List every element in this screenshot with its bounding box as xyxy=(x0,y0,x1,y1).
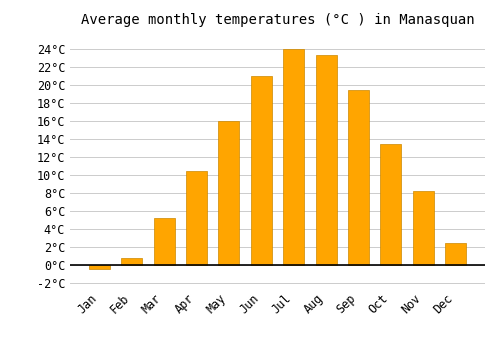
Bar xyxy=(445,243,466,265)
Bar xyxy=(380,144,402,265)
Bar xyxy=(412,191,434,265)
Bar xyxy=(121,258,142,265)
Bar xyxy=(348,90,369,265)
Bar xyxy=(316,55,336,265)
Bar xyxy=(154,218,174,265)
Bar xyxy=(186,171,207,265)
Bar xyxy=(218,121,240,265)
Bar xyxy=(89,265,110,269)
Bar xyxy=(283,49,304,265)
Bar xyxy=(251,76,272,265)
Title: Average monthly temperatures (°C ) in Manasquan: Average monthly temperatures (°C ) in Ma… xyxy=(80,13,474,27)
